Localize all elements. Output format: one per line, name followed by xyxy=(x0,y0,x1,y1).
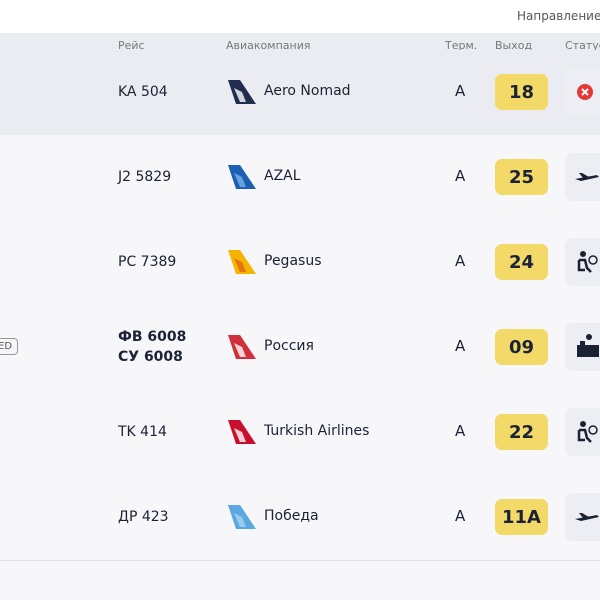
status-icon xyxy=(565,323,600,371)
airline-logo xyxy=(228,335,256,359)
column-header: Статус xyxy=(565,39,600,52)
column-header: Терм. xyxy=(445,39,478,52)
gate: 11A xyxy=(495,499,548,535)
gate: 24 xyxy=(495,244,548,280)
gate: 22 xyxy=(495,414,548,450)
status-badge: ED xyxy=(0,338,19,355)
status-glyph xyxy=(577,334,599,357)
terminal: A xyxy=(455,82,466,100)
status-icon xyxy=(565,153,600,201)
airline-name: Turkish Airlines xyxy=(264,423,370,439)
status-icon xyxy=(565,493,600,541)
flight-number: СУ 6008 xyxy=(118,349,183,365)
flight-number: J2 5829 xyxy=(118,169,172,185)
airline-logo xyxy=(228,505,256,529)
airline-logo xyxy=(228,165,256,189)
airline-name: Aero Nomad xyxy=(264,83,351,99)
status-glyph xyxy=(577,421,598,443)
airline-name: Россия xyxy=(264,338,314,354)
status-glyph xyxy=(577,251,598,273)
flight-number: PC 7389 xyxy=(118,254,177,270)
flight-number: TK 414 xyxy=(118,424,167,440)
airline-name: Pegasus xyxy=(264,253,322,269)
flight-number: ДР 423 xyxy=(118,509,169,525)
column-header: Авиакомпания xyxy=(226,39,311,52)
airline-logo xyxy=(228,420,256,444)
terminal: A xyxy=(455,422,466,440)
flight-number: ФВ 6008 xyxy=(118,329,187,345)
status-icon xyxy=(565,238,600,286)
status-icon xyxy=(565,408,600,456)
column-header: Рейс xyxy=(118,39,145,52)
terminal: A xyxy=(455,252,466,270)
status-glyph xyxy=(575,173,599,181)
gate: 18 xyxy=(495,74,548,110)
column-header: Выход xyxy=(495,39,533,52)
gate: 09 xyxy=(495,329,548,365)
status-glyph xyxy=(575,513,599,521)
gate: 25 xyxy=(495,159,548,195)
top-bar xyxy=(0,0,600,33)
terminal: A xyxy=(455,507,466,525)
terminal: A xyxy=(455,337,466,355)
airline-logo xyxy=(228,80,256,104)
flight-number: KA 504 xyxy=(118,84,168,100)
status-icon xyxy=(565,68,600,116)
search-field[interactable]: Направление, xyxy=(517,9,600,23)
status-glyph xyxy=(577,84,593,100)
airline-name: AZAL xyxy=(264,168,301,184)
airline-logo xyxy=(228,250,256,274)
terminal: A xyxy=(455,167,466,185)
airline-name: Победа xyxy=(264,508,319,524)
